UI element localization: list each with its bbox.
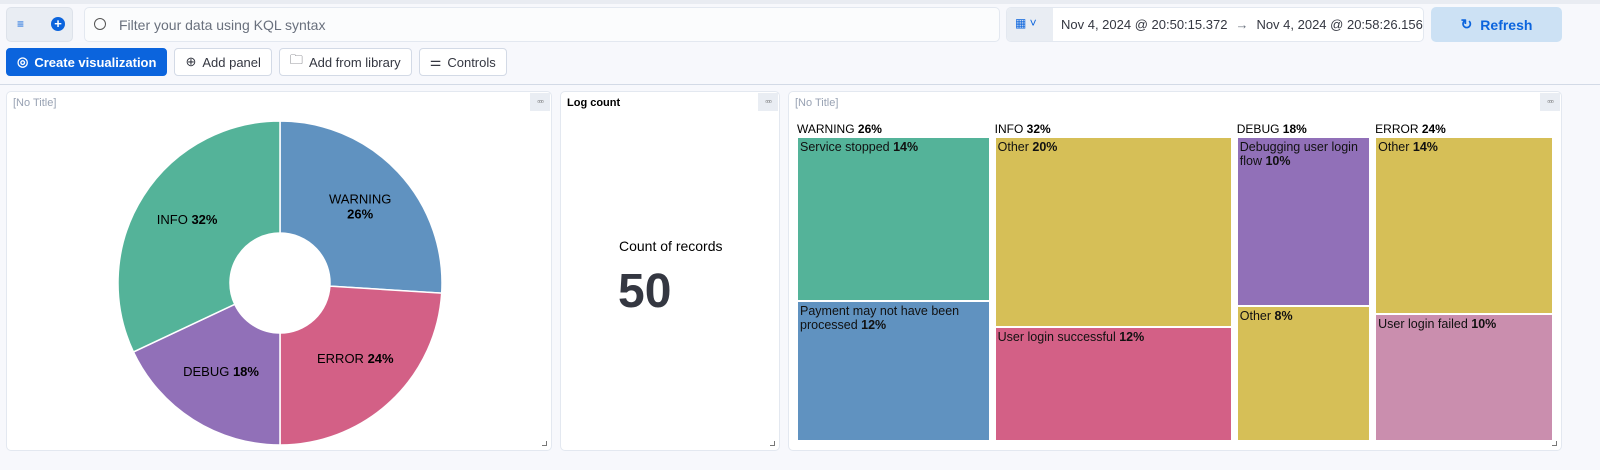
search-icon bbox=[94, 18, 106, 30]
slice-warning[interactable] bbox=[279, 120, 443, 294]
pie-panel: [No Title] ▫▫▫ WARNING 26% ERROR 24% DEBUG … bbox=[6, 91, 552, 451]
treemap-cell[interactable]: User login failed 10% bbox=[1375, 314, 1553, 441]
arrow-right-icon: → bbox=[1235, 17, 1249, 32]
folder-icon: 🗀 bbox=[289, 52, 303, 67]
library-label: Add from library bbox=[308, 54, 401, 70]
add-from-library-button[interactable]: 🗀 Add from library bbox=[278, 48, 412, 76]
panel-title: [No Title] bbox=[795, 97, 839, 109]
filter-icon[interactable]: ≡ bbox=[17, 17, 25, 31]
query-input[interactable]: Filter your data using KQL syntax bbox=[84, 7, 1000, 42]
add-panel-button[interactable]: ⊕ Add panel bbox=[174, 48, 272, 76]
treemap-cell[interactable]: Service stopped 14% bbox=[797, 137, 990, 301]
calendar-icon[interactable]: ▦ ˅ bbox=[1007, 8, 1053, 41]
panel-title: Log count bbox=[567, 97, 621, 109]
treemap-cell[interactable]: Payment may not have been processed 12% bbox=[797, 300, 990, 441]
refresh-label: Refresh bbox=[1480, 16, 1533, 33]
metric-label: Count of records bbox=[619, 238, 723, 254]
resize-handle[interactable] bbox=[770, 441, 775, 446]
add-filter-icon[interactable]: + bbox=[51, 17, 65, 31]
refresh-icon: ↻ bbox=[1460, 16, 1473, 32]
panel-options-icon[interactable]: ▫▫▫ bbox=[1540, 93, 1560, 111]
divider bbox=[0, 84, 1600, 85]
panel-options-icon[interactable]: ▫▫▫ bbox=[530, 93, 550, 111]
top-border bbox=[0, 0, 1600, 4]
resize-handle[interactable] bbox=[1552, 441, 1557, 446]
query-menu-group: ≡ + bbox=[6, 7, 73, 42]
treemap-cell[interactable]: Other 20% bbox=[994, 137, 1232, 327]
controls-button[interactable]: ⚌ Controls bbox=[418, 48, 507, 76]
slice-error[interactable] bbox=[279, 285, 443, 446]
controls-label: Controls bbox=[447, 54, 496, 70]
visualize-icon: ◎ bbox=[17, 54, 29, 69]
panel-options-icon[interactable]: ▫▫▫ bbox=[758, 93, 778, 111]
start-date[interactable]: Nov 4, 2024 @ 20:50:15.372 bbox=[1061, 17, 1228, 32]
resize-handle[interactable] bbox=[542, 441, 547, 446]
slice-label: DEBUG 18% bbox=[183, 364, 259, 379]
treemap-cell[interactable]: Debugging user login flow 10% bbox=[1236, 137, 1371, 306]
create-visualization-button[interactable]: ◎ Create visualization bbox=[6, 48, 168, 76]
add-panel-label: Add panel bbox=[202, 54, 261, 70]
treemap-cell[interactable]: Other 8% bbox=[1236, 305, 1371, 441]
end-date[interactable]: Nov 4, 2024 @ 20:58:26.156 bbox=[1256, 17, 1423, 32]
metric-value: 50 bbox=[618, 265, 672, 318]
donut-chart: WARNING 26% ERROR 24% DEBUG 18% INFO 32% bbox=[117, 120, 443, 446]
plus-circle-icon: ⊕ bbox=[185, 54, 197, 69]
toolbar: ◎ Create visualization ⊕ Add panel 🗀 Add fr… bbox=[6, 48, 507, 76]
treemap-group-label: DEBUG 18% bbox=[1236, 122, 1307, 136]
slice-debug[interactable] bbox=[132, 303, 281, 446]
sliders-icon: ⚌ bbox=[429, 54, 442, 69]
treemap-group-label: WARNING 26% bbox=[797, 122, 882, 136]
panel-title: [No Title] bbox=[13, 97, 57, 109]
slice-label: INFO 32% bbox=[157, 212, 218, 227]
treemap-cell[interactable]: User login successful 12% bbox=[994, 327, 1232, 441]
refresh-button[interactable]: ↻ Refresh bbox=[1431, 7, 1562, 42]
slice-label: ERROR 24% bbox=[317, 351, 394, 366]
treemap-group-label: ERROR 24% bbox=[1375, 122, 1446, 136]
treemap-cell[interactable]: Other 14% bbox=[1375, 137, 1553, 315]
treemap-group-label: INFO 32% bbox=[994, 122, 1051, 136]
slice-label: WARNING 26% bbox=[329, 192, 391, 222]
metric-panel: Log count ▫▫▫ Count of records 50 bbox=[560, 91, 780, 451]
create-label: Create visualization bbox=[34, 54, 157, 70]
date-picker[interactable]: ▦ ˅ Nov 4, 2024 @ 20:50:15.372 → Nov 4, … bbox=[1006, 7, 1424, 42]
slice-info[interactable] bbox=[117, 120, 281, 353]
query-placeholder: Filter your data using KQL syntax bbox=[119, 17, 326, 33]
